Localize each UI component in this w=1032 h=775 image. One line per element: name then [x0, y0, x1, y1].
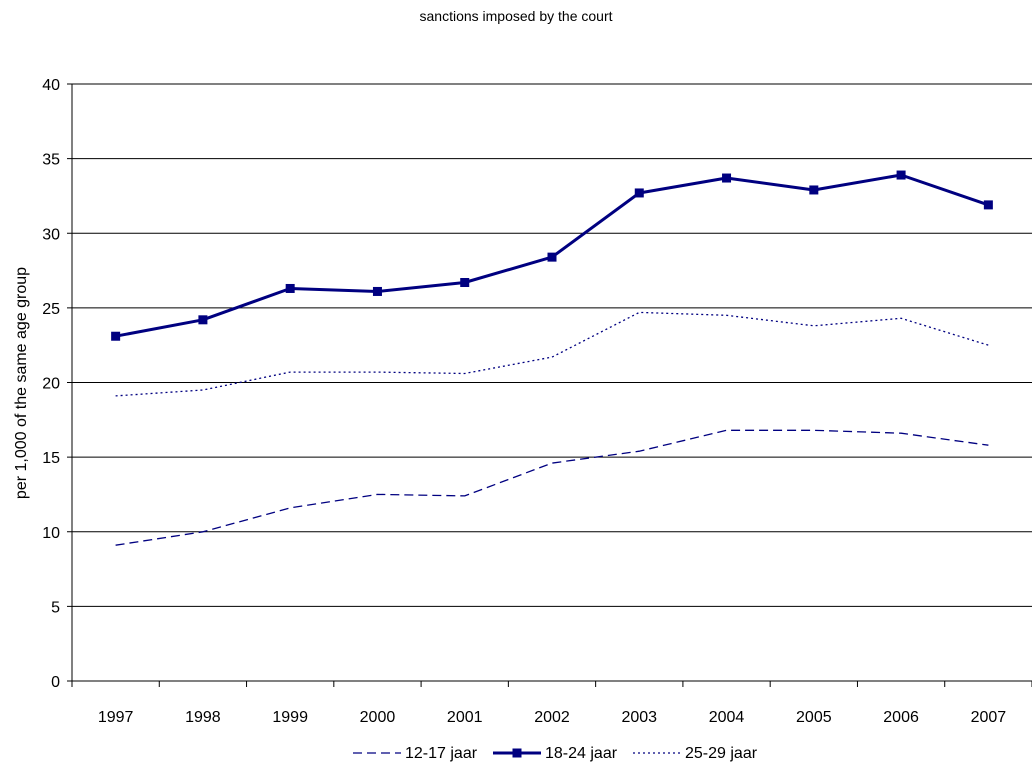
y-tick-labels: 0 5 10 15 20 25 30 35 40	[42, 77, 60, 691]
data-point-marker	[722, 173, 732, 183]
axes	[67, 83, 1032, 687]
x-tick-label: 2005	[796, 709, 832, 726]
gridlines	[72, 83, 1032, 607]
data-point-marker	[285, 283, 295, 293]
legend-label: 12-17 jaar	[405, 745, 478, 762]
x-tick-label: 1997	[98, 709, 134, 726]
y-tick-label: 30	[42, 226, 60, 243]
series-group	[111, 170, 993, 546]
data-point-marker	[460, 278, 470, 288]
chart-title: sanctions imposed by the court	[419, 8, 613, 24]
data-point-marker	[372, 286, 382, 296]
data-point-marker	[809, 185, 819, 195]
legend-label: 25-29 jaar	[685, 745, 758, 762]
x-tick-label: 2001	[447, 709, 483, 726]
y-axis-title: per 1,000 of the same age group	[13, 267, 30, 499]
y-tick-label: 35	[42, 152, 60, 169]
x-tick-label: 1998	[185, 709, 221, 726]
data-point-marker	[547, 252, 557, 262]
series-line-12-17-jaar	[115, 429, 989, 546]
y-tick-label: 10	[42, 525, 60, 542]
series-line-25-29-jaar	[115, 311, 989, 397]
data-point-marker	[983, 200, 993, 210]
x-tick-label: 2003	[621, 709, 657, 726]
legend-label: 18-24 jaar	[545, 745, 618, 762]
y-tick-label: 25	[42, 301, 60, 318]
x-tick-label: 2004	[709, 709, 745, 726]
x-tick-label: 1999	[272, 709, 308, 726]
data-point-marker	[198, 315, 208, 325]
x-tick-label: 2002	[534, 709, 570, 726]
y-tick-label: 15	[42, 450, 60, 467]
x-tick-label: 2007	[971, 709, 1007, 726]
x-tick-label: 2000	[360, 709, 396, 726]
x-tick-label: 2006	[883, 709, 919, 726]
y-tick-label: 20	[42, 376, 60, 393]
y-tick-label: 5	[51, 599, 60, 616]
data-point-marker	[111, 331, 121, 341]
data-point-marker	[634, 188, 644, 198]
y-tick-label: 0	[51, 674, 60, 691]
y-tick-label: 40	[42, 77, 60, 94]
x-tick-labels: 1997 1998 1999 2000 2001 2002 2003 2004 2005 2006…	[98, 709, 1006, 726]
legend-marker	[512, 748, 522, 758]
data-point-marker	[896, 170, 906, 180]
legend: 12-17 jaar 18-24 jaar 25-29 jaar	[353, 745, 758, 762]
